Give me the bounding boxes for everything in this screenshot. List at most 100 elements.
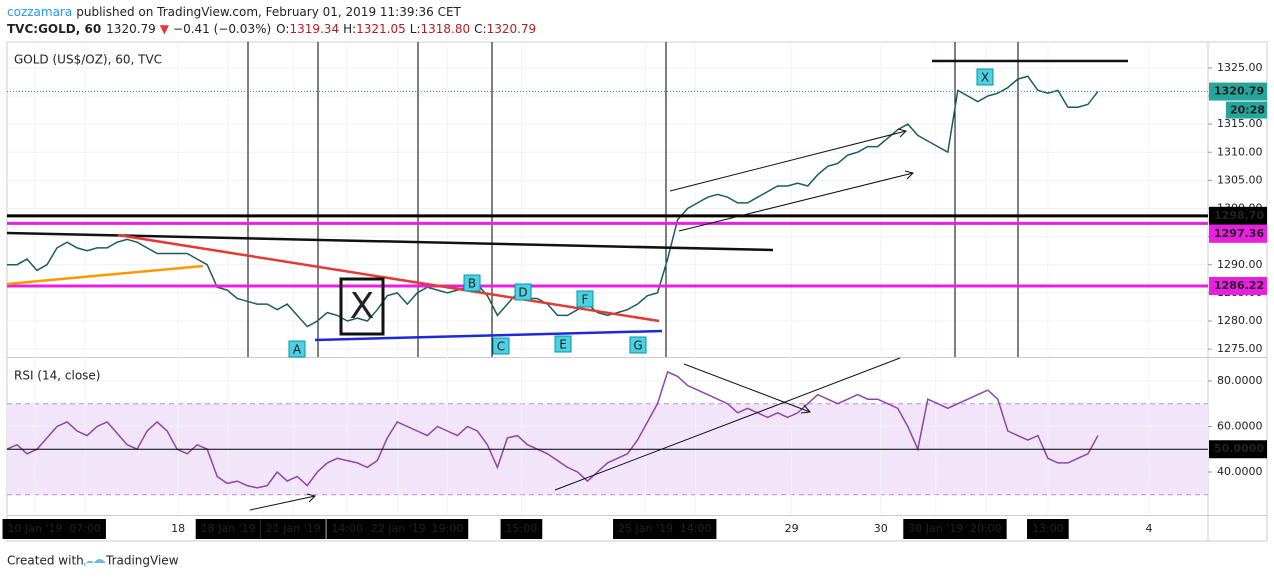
annotation: A: [293, 343, 302, 357]
ohlc-value: 1319.34: [289, 22, 339, 36]
y-tick-label: 40.0000: [1217, 465, 1263, 478]
ohlc-value: 1318.80: [421, 22, 471, 36]
arrow: [678, 170, 914, 232]
annotation-box: [288, 340, 306, 358]
x-tick-box: [64, 519, 106, 539]
x-tick-box: [195, 519, 261, 539]
x-tick-label: 30 Jan '19: [908, 522, 963, 535]
arrow: ▼: [160, 22, 170, 36]
symbol-line: TVC:GOLD, 60 1320.79 ▼ −0.41 (−0.03%) O:1319…: [7, 22, 536, 36]
price-label: 1298.70: [1214, 209, 1264, 222]
trend-line: [314, 329, 663, 342]
annotation: X: [981, 71, 989, 85]
x-tick-label: 10 Jan '19: [8, 522, 63, 535]
header-line: cozzamara published on TradingView.com, F…: [7, 5, 462, 19]
annotation-box: [629, 336, 647, 354]
annotation-box: [576, 290, 594, 308]
series-line: [7, 75, 1099, 328]
arrow: [554, 357, 901, 491]
x-tick-label: 30: [874, 522, 888, 535]
x-tick-box: [613, 519, 679, 539]
x-tick-label: 29: [785, 522, 799, 535]
countdown: 20:28: [1230, 104, 1265, 117]
drawings: [6, 59, 1128, 511]
trend-line: [117, 233, 660, 323]
y-tick-label: 1325.00: [1217, 61, 1263, 74]
logo: [84, 559, 106, 567]
x-tick-box: [260, 519, 326, 539]
annotation-box: [463, 274, 481, 292]
x-tick-label: 14:00: [680, 522, 712, 535]
ohlc-key: C:: [474, 22, 486, 36]
y-tick-label: 1305.00: [1217, 173, 1263, 186]
last-price: 1320.79: [106, 22, 156, 36]
price-label-box: [1209, 206, 1267, 225]
x-tick-box: [964, 519, 1007, 539]
annotation: F: [582, 293, 589, 307]
midline-box: [1209, 440, 1267, 459]
annotation: G: [633, 339, 642, 353]
price-label-box: [1209, 224, 1267, 243]
x-tick-label: 19:00: [432, 522, 464, 535]
trend-line: [6, 231, 774, 252]
author: cozzamara: [7, 5, 72, 19]
y-tick-label: 1275.00: [1217, 342, 1263, 355]
x-tick-label: 25 Jan '19: [618, 522, 673, 535]
price-label-box: [1209, 277, 1267, 296]
annotation: B: [468, 277, 476, 291]
annotation-box: [514, 283, 532, 301]
annotation-box: [492, 337, 510, 355]
ohlc-key: L:: [410, 22, 421, 36]
ohlc-value: 1321.05: [356, 22, 406, 36]
y-tick-label: 1290.00: [1217, 258, 1263, 271]
y-tick-label: 1310.00: [1217, 145, 1263, 158]
x-tick-label: 22 Jan '19: [371, 522, 426, 535]
pane-title: GOLD (US$/OZ), 60, TVC: [14, 53, 162, 67]
y-tick-label: 1280.00: [1217, 314, 1263, 327]
annotation: E: [559, 338, 567, 352]
x-tick-label: 18 Jan '19: [201, 522, 256, 535]
annotation-big: X: [350, 286, 375, 327]
x-tick-box: [2, 519, 68, 539]
x-tick-label: 18: [171, 522, 185, 535]
x-tick-label: 15:00: [506, 522, 538, 535]
annotation: D: [518, 286, 527, 300]
price-label: 1320.79: [1214, 85, 1264, 98]
price-label: 1286.22: [1214, 279, 1264, 292]
footer-text: Created with: [7, 554, 84, 568]
x-tick-box: [1027, 519, 1069, 539]
y-tick-label: 80.0000: [1217, 374, 1263, 387]
price-label: 1297.36: [1214, 227, 1264, 240]
x-tick-label: 20:00: [970, 522, 1002, 535]
annotations: X A B C D E F G X: [288, 68, 994, 358]
ohlc-value: 1320.79: [487, 22, 537, 36]
x-tick-box: [426, 519, 469, 539]
pane-title: RSI (14, close): [14, 369, 100, 383]
annotation: C: [497, 340, 505, 354]
arrow: [683, 363, 811, 414]
y-tick-label: 60.0000: [1217, 419, 1263, 432]
x-tick-box: [500, 519, 543, 539]
price-label-box: [1209, 82, 1267, 101]
arrow: [669, 128, 907, 192]
x-tick-label: 4: [1145, 522, 1152, 535]
x-tick-label: 14:00: [331, 522, 363, 535]
x-tick-label: 07:00: [69, 522, 101, 535]
footer-brand: TradingView: [105, 554, 179, 568]
y-tick-label: 1315.00: [1217, 117, 1263, 130]
annotation-box: [554, 335, 572, 353]
countdown-box: [1226, 101, 1267, 119]
box: [339, 277, 385, 336]
ohlc-key: H:: [343, 22, 356, 36]
grid: [7, 42, 1212, 515]
ohlc-key: O:: [276, 22, 289, 36]
marks: [6, 75, 1208, 489]
x-tick-box: [903, 519, 969, 539]
series-line: [6, 370, 1099, 489]
midline-label: 50.0000: [1214, 442, 1264, 455]
arrow: [249, 493, 316, 511]
x-tick-label: 21 Jan '19: [266, 522, 321, 535]
x-tick-box: [365, 519, 431, 539]
